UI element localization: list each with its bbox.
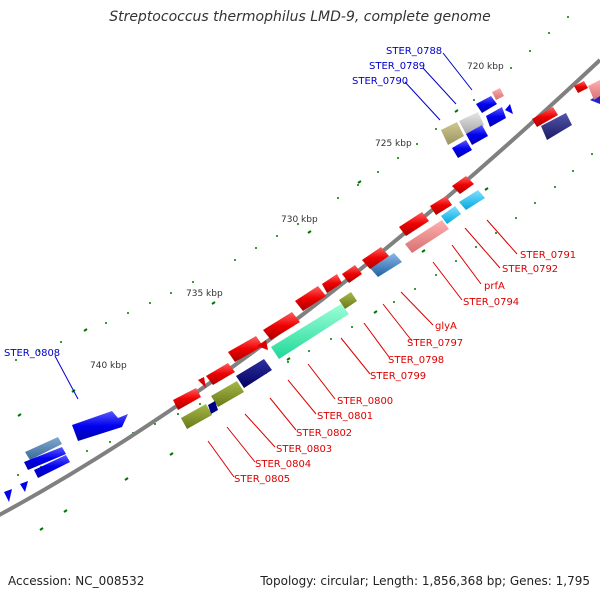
gene-ster-0789[interactable]: [459, 112, 484, 134]
gene-label-ster-0808[interactable]: STER_0808: [4, 348, 60, 359]
gene-label-ster-0805[interactable]: STER_0805: [234, 474, 290, 485]
gene-label-ster-0789[interactable]: STER_0789: [369, 61, 425, 72]
scale-label-730: 730 kbp: [281, 215, 318, 225]
gene-label-ster-0794[interactable]: STER_0794: [463, 297, 519, 308]
genome-summary-text: Topology: circular; Length: 1,856,368 bp…: [260, 574, 590, 588]
gene-label-ster-0788[interactable]: STER_0788: [386, 46, 442, 57]
gene-ster-0794-rev[interactable]: [405, 220, 449, 253]
gene-blue-arrow-small[interactable]: [4, 489, 12, 502]
forward-strand-genes[interactable]: [4, 80, 600, 502]
scale-label-735: 735 kbp: [186, 289, 223, 299]
gene-red-low-6[interactable]: [173, 388, 201, 410]
gene-red-upper-2[interactable]: [430, 196, 452, 215]
gene-red-far-right-2[interactable]: [574, 81, 588, 93]
gene-label-ster-0797[interactable]: STER_0797: [407, 338, 463, 349]
gene-ster-0805-rev[interactable]: [181, 404, 212, 429]
gene-steelblue-1[interactable]: [25, 437, 62, 460]
gene-label-ster-0801[interactable]: STER_0801: [317, 411, 373, 422]
gene-pink-top[interactable]: [492, 88, 504, 100]
gene-blue-3[interactable]: [486, 107, 506, 127]
gene-blue-4[interactable]: [466, 125, 488, 145]
gene-label-ster-0803[interactable]: STER_0803: [276, 444, 332, 455]
forward-gene-labels[interactable]: STER_0788 STER_0789 STER_0790 STER_0808: [4, 46, 442, 359]
gene-label-ster-0802[interactable]: STER_0802: [296, 428, 352, 439]
blue-callout-lines: [54, 52, 473, 400]
gene-label-ster-0792[interactable]: STER_0792: [502, 264, 558, 275]
red-callout-lines: [207, 219, 518, 478]
reverse-strand-genes[interactable]: [173, 176, 485, 429]
gene-label-prfa[interactable]: prfA: [484, 281, 505, 292]
gene-red-far-right-1[interactable]: [532, 107, 558, 127]
gene-blue-arrow-6[interactable]: [505, 104, 513, 114]
scale-label-740: 740 kbp: [90, 361, 127, 371]
outer-dot-ring: [15, 16, 569, 361]
gene-red-low-5[interactable]: [198, 377, 206, 388]
gene-glya-rev[interactable]: [370, 253, 402, 277]
gene-label-ster-0800[interactable]: STER_0800: [337, 396, 393, 407]
gene-ster-0788[interactable]: [476, 96, 497, 113]
gene-red-low-1[interactable]: [263, 312, 300, 340]
scale-label-720: 720 kbp: [467, 62, 504, 72]
gene-red-upper-1[interactable]: [399, 212, 429, 236]
page-title: Streptococcus thermophilus LMD-9, comple…: [109, 9, 491, 25]
gene-blue-1[interactable]: [24, 447, 66, 470]
gene-ster-0803-rev[interactable]: [211, 381, 244, 407]
gene-ster-0804-rev[interactable]: [208, 401, 218, 414]
gene-red-low-4[interactable]: [206, 363, 235, 385]
gene-label-ster-0804[interactable]: STER_0804: [255, 459, 311, 470]
gene-ster-0799-rev[interactable]: [271, 304, 349, 359]
gene-red-mid-2[interactable]: [342, 265, 362, 283]
scale-labels: 720 kbp 725 kbp 730 kbp 735 kbp 740 kbp: [90, 62, 504, 371]
gene-blue-2[interactable]: [34, 455, 70, 478]
gene-ster-0792-rev[interactable]: [459, 190, 485, 210]
gene-label-ster-0798[interactable]: STER_0798: [388, 355, 444, 366]
accession-text: Accession: NC_008532: [8, 574, 145, 588]
gene-pink-far-right[interactable]: [588, 80, 600, 100]
gene-red-mid-3[interactable]: [322, 274, 342, 293]
gene-label-ster-0790[interactable]: STER_0790: [352, 76, 408, 87]
gene-ster-0797-rev[interactable]: [339, 292, 357, 309]
gene-navy-far-right[interactable]: [541, 113, 572, 140]
gene-label-ster-0791[interactable]: STER_0791: [520, 250, 576, 261]
gene-ster-0790[interactable]: [441, 122, 464, 145]
gene-ster-0802-rev[interactable]: [236, 359, 272, 388]
gene-red-mid-1[interactable]: [362, 247, 389, 269]
gene-prfa-rev[interactable]: [441, 206, 461, 224]
gene-blue-5[interactable]: [452, 140, 472, 158]
gene-label-glya[interactable]: glyA: [435, 321, 457, 332]
scale-label-725: 725 kbp: [375, 139, 412, 149]
gene-ster-0791-rev[interactable]: [452, 176, 474, 194]
reverse-gene-labels[interactable]: STER_0791 STER_0792 prfA STER_0794 glyA …: [234, 250, 576, 485]
gene-blue-arrow-small-2[interactable]: [20, 481, 28, 492]
gene-label-ster-0799[interactable]: STER_0799: [370, 371, 426, 382]
gene-red-mid-4[interactable]: [295, 286, 326, 311]
gene-red-low-3[interactable]: [257, 340, 268, 350]
gene-red-low-2[interactable]: [228, 336, 263, 362]
gene-ster-0808[interactable]: [72, 411, 128, 441]
